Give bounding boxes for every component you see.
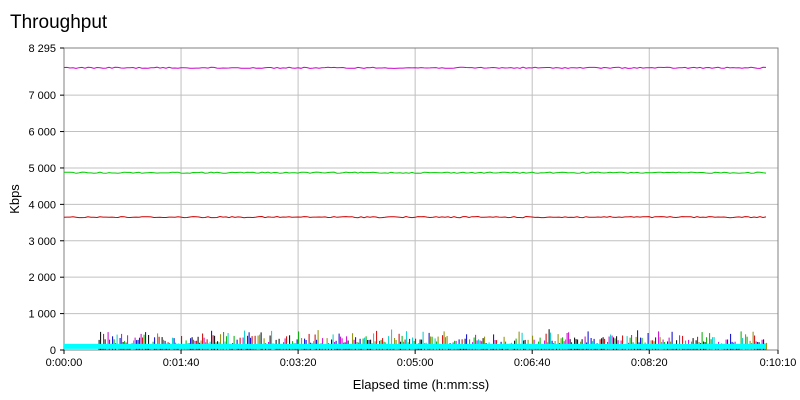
y-tick-label: 0	[50, 345, 56, 357]
x-tick-label: 0:01:40	[163, 357, 200, 369]
y-tick-label: 5 000	[28, 163, 56, 175]
plot-border	[63, 47, 779, 351]
y-tick-label: 8 295	[28, 43, 56, 55]
x-tick-label: 0:10:10	[760, 357, 797, 369]
y-tick-label: 6 000	[28, 127, 56, 139]
x-tick-label: 0:05:00	[397, 357, 434, 369]
y-tick-label: 1 000	[28, 309, 56, 321]
y-axis-label: Kbps	[7, 184, 22, 214]
x-tick-label: 0:03:20	[280, 357, 317, 369]
series-line	[64, 171, 767, 174]
y-tick-label: 3 000	[28, 236, 56, 248]
y-tick-label: 4 000	[28, 199, 56, 211]
x-tick-label: 0:00:00	[46, 357, 83, 369]
x-tick-label: 0:08:20	[631, 357, 668, 369]
y-tick-label: 2 000	[28, 272, 56, 284]
x-tick-label: 0:06:40	[514, 357, 551, 369]
series-line	[63, 66, 767, 69]
plot-area	[64, 48, 778, 350]
chart-title: Throughput	[10, 12, 108, 33]
y-tick-label: 7 000	[28, 90, 56, 102]
series-line	[63, 215, 767, 219]
x-axis-label: Elapsed time (h:mm:ss)	[353, 377, 490, 392]
